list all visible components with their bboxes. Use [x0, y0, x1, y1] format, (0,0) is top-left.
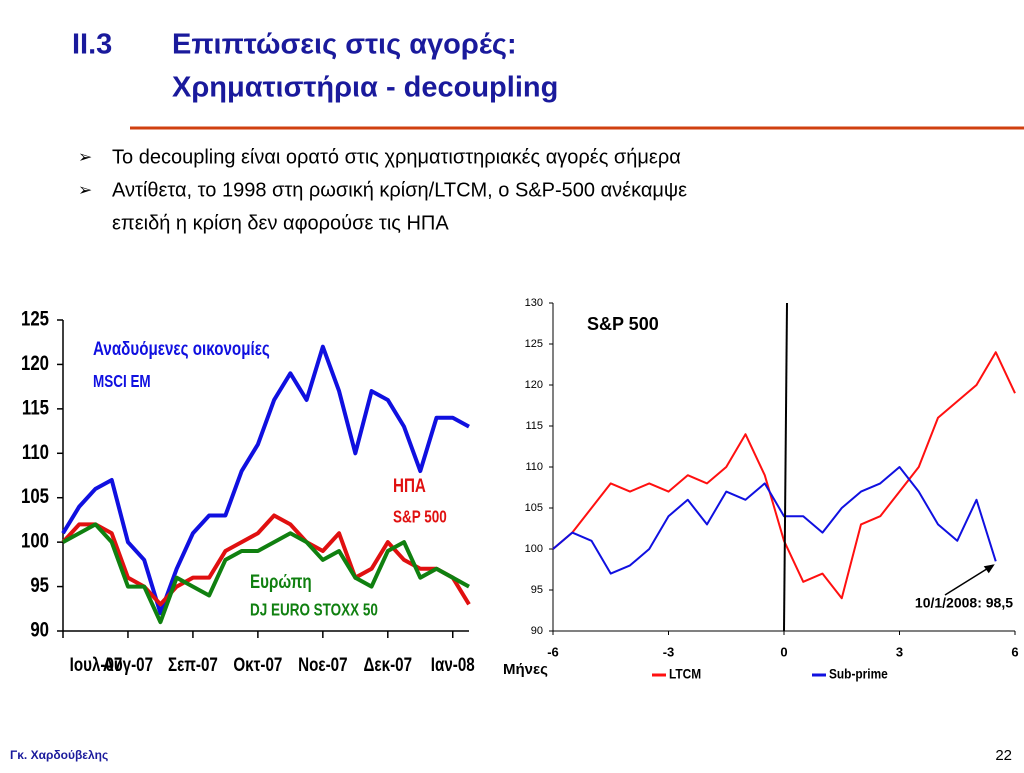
bullet: Αντίθετα, το 1998 στη ρωσική κρίση/LTCM,… — [112, 179, 687, 201]
y-tick-label: 115 — [22, 397, 49, 420]
x-tick-label: Ιουλ-07 — [70, 653, 123, 675]
x-tick-label: Οκτ-07 — [233, 653, 282, 675]
series-label: Ευρώπη — [250, 570, 312, 592]
y-tick-label: 95 — [531, 584, 543, 596]
y-tick-label: 105 — [525, 502, 543, 514]
section-number: ΙΙ.3 — [72, 29, 112, 61]
footer-author: Γκ. Χαρδούβελης — [10, 748, 108, 762]
x-tick-label: 6 — [1011, 644, 1018, 659]
y-tick-label: 110 — [525, 461, 543, 473]
y-tick-label: 90 — [30, 619, 49, 642]
x-tick-label: Αυγ-07 — [103, 653, 153, 675]
line-series — [62, 522, 470, 625]
legend-label: Sub-prime — [829, 666, 888, 682]
x-tick-label: -3 — [663, 644, 675, 659]
y-tick-label: 125 — [21, 308, 49, 331]
annotation-arrowhead — [983, 564, 995, 574]
chart-title: S&P 500 — [587, 314, 659, 334]
title: Επιπτώσεις στις αγορές: — [172, 29, 517, 61]
legend-label: LTCM — [669, 666, 701, 682]
annotation: 10/1/2008: 98,5 — [915, 595, 1013, 611]
bullet-icon: ➢ — [78, 147, 92, 166]
bullet: επειδή η κρίση δεν αφορούσε τις ΗΠΑ — [112, 212, 449, 234]
event-line — [783, 302, 788, 632]
y-tick-label: 110 — [22, 441, 49, 464]
x-tick-label: 0 — [780, 644, 787, 659]
x-tick-label: Ιαν-08 — [431, 653, 475, 675]
series-label: Αναδυόμενες οικονομίες — [93, 337, 270, 359]
line-series — [61, 513, 471, 607]
y-tick-label: 125 — [525, 338, 543, 350]
y-tick-label: 100 — [21, 530, 49, 553]
y-tick-label: 105 — [21, 486, 49, 509]
x-tick-label: Νοε-07 — [298, 653, 347, 675]
line-series — [552, 466, 997, 575]
bullet-icon: ➢ — [78, 180, 92, 199]
series-sublabel: DJ EURO STOXX 50 — [250, 601, 378, 620]
line-series — [61, 344, 470, 616]
series-sublabel: MSCI EM — [93, 372, 151, 391]
annotation-arrow — [944, 564, 994, 596]
title: Χρηματιστήρια - decoupling — [172, 72, 558, 104]
x-tick-label: Δεκ-07 — [364, 653, 413, 675]
y-tick-label: 120 — [21, 352, 49, 375]
y-tick-label: 90 — [531, 625, 543, 637]
x-tick-label: 3 — [896, 644, 903, 659]
y-tick-label: 115 — [525, 420, 543, 432]
series-label: ΗΠΑ — [393, 474, 426, 496]
bullet: Το decoupling είναι ορατό στις χρηματιστ… — [112, 146, 681, 168]
y-tick-label: 100 — [525, 543, 543, 555]
y-tick-label: 120 — [525, 379, 543, 391]
y-tick-label: 130 — [525, 297, 543, 309]
x-tick-label: -6 — [547, 644, 559, 659]
x-axis-label: Μήνες — [503, 661, 548, 678]
series-sublabel: S&P 500 — [393, 508, 447, 527]
y-tick-label: 95 — [30, 574, 49, 597]
page-number: 22 — [995, 747, 1012, 764]
x-tick-label: Σεπ-07 — [168, 653, 218, 675]
